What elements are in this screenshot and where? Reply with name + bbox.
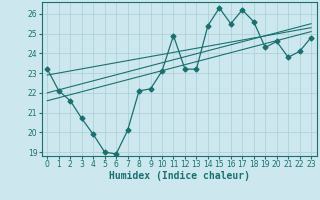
X-axis label: Humidex (Indice chaleur): Humidex (Indice chaleur) — [109, 171, 250, 181]
